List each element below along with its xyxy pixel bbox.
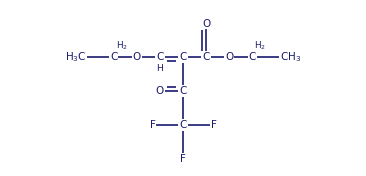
Text: C: C — [156, 52, 164, 62]
Text: F: F — [149, 120, 156, 130]
Text: C: C — [179, 52, 187, 62]
Text: H: H — [79, 52, 86, 62]
Text: O: O — [133, 52, 141, 62]
Text: O: O — [156, 86, 164, 96]
Text: $\mathregular{H_3C}$: $\mathregular{H_3C}$ — [65, 50, 86, 64]
Text: C: C — [179, 86, 187, 96]
Text: C: C — [202, 52, 210, 62]
Text: O: O — [225, 52, 233, 62]
Text: C: C — [179, 120, 187, 130]
Text: O: O — [202, 18, 210, 29]
Text: F: F — [180, 154, 186, 164]
Text: $\mathregular{H_2}$: $\mathregular{H_2}$ — [254, 39, 266, 52]
Text: C: C — [110, 52, 117, 62]
Text: H: H — [79, 52, 87, 62]
Text: $\mathregular{CH_3}$: $\mathregular{CH_3}$ — [280, 50, 301, 64]
Text: F: F — [210, 120, 217, 130]
Text: $\mathregular{H_2}$: $\mathregular{H_2}$ — [116, 39, 128, 52]
Text: H: H — [157, 64, 164, 73]
Text: C: C — [249, 52, 256, 62]
